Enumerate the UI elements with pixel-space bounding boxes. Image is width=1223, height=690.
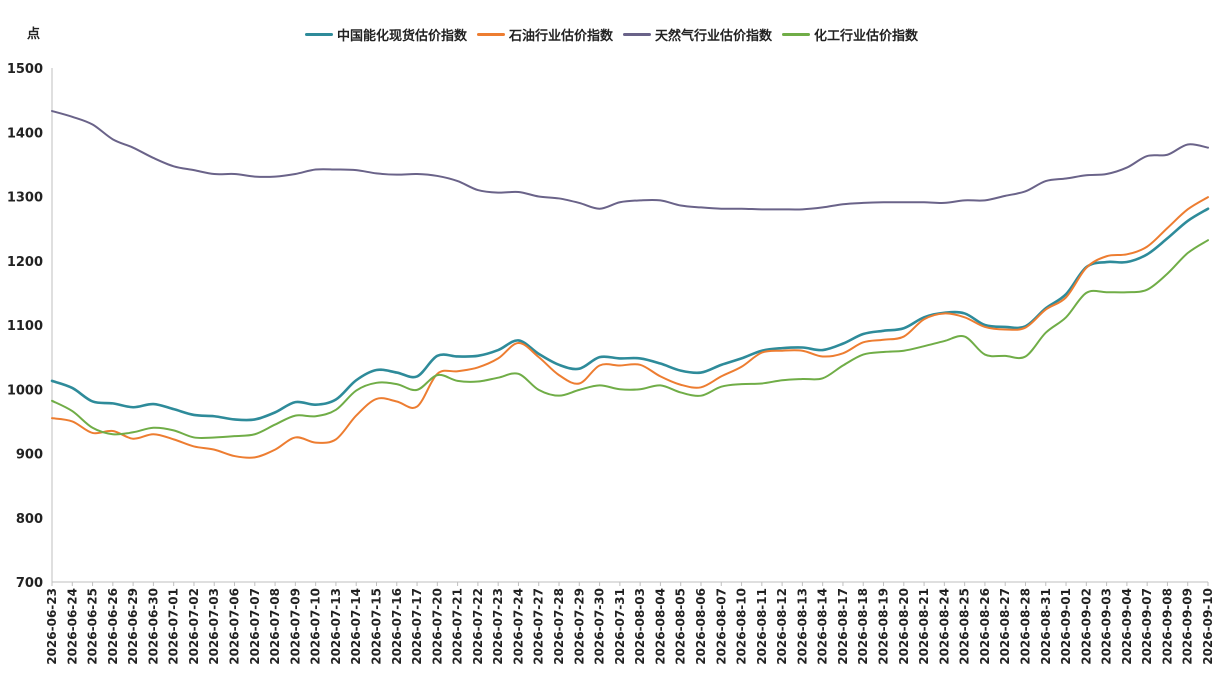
x-tick-label: 2026-06-25 [86, 588, 100, 665]
y-tick-label: 1300 [7, 191, 43, 206]
series-line-3 [51, 239, 1209, 440]
series-line-2 [51, 110, 1209, 211]
x-tick-label: 2026-06-26 [106, 588, 120, 665]
x-tick-label: 2026-07-27 [532, 588, 546, 665]
x-tick-label: 2026-08-20 [897, 588, 911, 665]
x-tick-label: 2026-07-23 [491, 588, 505, 665]
x-tick-label: 2026-08-10 [735, 588, 749, 665]
x-tick-label: 2026-08-13 [795, 588, 809, 665]
x-tick-label: 2026-09-02 [1079, 588, 1093, 665]
series-line-1 [51, 196, 1209, 459]
x-tick-label: 2026-07-20 [430, 588, 444, 665]
y-tick-label: 900 [16, 448, 43, 463]
y-tick-label: 1100 [7, 319, 43, 334]
y-tick-label: 1500 [7, 62, 43, 77]
x-tick-label: 2026-07-22 [471, 588, 485, 665]
legend-label: 中国能化现货估价指数 [336, 29, 467, 44]
x-tick-label: 2026-08-25 [958, 588, 972, 665]
x-tick-label: 2026-09-07 [1140, 588, 1154, 665]
legend-label: 化工行业估价指数 [814, 29, 919, 44]
y-tick-label: 700 [16, 576, 43, 591]
series-line-0 [50, 207, 1210, 422]
series-lines [50, 110, 1210, 459]
legend-label: 天然气行业估价指数 [655, 29, 773, 44]
x-tick-label: 2026-06-24 [65, 588, 79, 665]
x-tick-label: 2026-09-09 [1181, 588, 1195, 665]
x-tick-label: 2026-07-03 [207, 588, 221, 665]
x-tick-label: 2026-07-06 [228, 588, 242, 665]
x-tick-label: 2026-07-08 [268, 588, 282, 665]
y-tick-label: 1400 [7, 126, 43, 141]
legend-item-petroleum: 石油行业估价指数 [476, 25, 613, 44]
legend-label: 石油行业估价指数 [508, 29, 613, 44]
legend-swatch [623, 33, 651, 36]
y-tick-label: 1000 [7, 383, 43, 398]
x-tick-label: 2026-09-03 [1100, 588, 1114, 665]
x-tick-label: 2026-08-28 [1018, 588, 1032, 665]
x-tick-label: 2026-07-15 [369, 588, 383, 665]
y-tick-label: 800 [16, 512, 43, 527]
legend-swatch [476, 33, 505, 36]
x-tick-label: 2026-08-07 [714, 588, 728, 665]
x-tick-label: 2026-08-21 [917, 588, 931, 665]
x-tick-label: 2026-08-18 [856, 588, 870, 665]
x-tick-label: 2026-07-31 [613, 588, 627, 665]
legend-item-natural-gas: 天然气行业估价指数 [623, 25, 772, 44]
x-tick-label: 2026-07-21 [451, 588, 465, 665]
x-tick-label: 2026-08-27 [998, 588, 1012, 665]
x-tick-label: 2026-07-07 [248, 588, 262, 665]
x-tick-label: 2026-07-24 [511, 588, 525, 665]
x-tick-label: 2026-09-10 [1201, 588, 1215, 665]
x-tick-label: 2026-08-14 [816, 588, 830, 665]
y-tick-label: 1200 [7, 255, 43, 270]
x-tick-label: 2026-08-03 [633, 588, 647, 665]
x-tick-label: 2026-08-05 [674, 588, 688, 665]
x-tick-label: 2026-07-16 [390, 588, 404, 665]
y-axis-label: 点 [27, 27, 41, 42]
x-tick-label: 2026-06-30 [146, 588, 160, 665]
x-tick-label: 2026-07-02 [187, 588, 201, 665]
x-tick-label: 2026-07-29 [572, 588, 586, 665]
x-tick-label: 2026-08-04 [653, 588, 667, 665]
x-tick-label: 2026-06-23 [45, 588, 59, 665]
x-tick-label: 2026-07-30 [593, 588, 607, 665]
x-tick-label: 2026-09-08 [1160, 588, 1174, 665]
x-tick-label: 2026-07-17 [410, 588, 424, 665]
x-tick-label: 2026-08-31 [1039, 588, 1053, 665]
legend-item-chemical: 化工行业估价指数 [782, 25, 918, 44]
x-tick-label: 2026-08-11 [755, 588, 769, 665]
x-tick-label: 2026-07-13 [329, 588, 343, 665]
x-tick-label: 2026-08-17 [836, 588, 850, 665]
x-tick-label: 2026-08-24 [937, 588, 951, 665]
legend-swatch [782, 33, 811, 36]
x-tick-label: 2026-08-06 [694, 588, 708, 665]
x-tick-label: 2026-09-01 [1059, 588, 1073, 665]
legend-item-energy-chem: 中国能化现货估价指数 [304, 25, 467, 44]
legend-swatch [304, 33, 333, 36]
legend: 中国能化现货估价指数 石油行业估价指数 天然气行业估价指数 化工行业估价指数 [0, 25, 1223, 44]
x-tick-label: 2026-08-19 [877, 588, 891, 665]
x-tick-label: 2026-07-10 [309, 588, 323, 665]
x-tick-label: 2026-07-01 [167, 588, 181, 665]
x-tick-label: 2026-07-09 [288, 588, 302, 665]
x-tick-label: 2026-09-04 [1120, 588, 1134, 665]
x-tick-label: 2026-08-12 [775, 588, 789, 665]
x-tick-label: 2026-06-29 [126, 588, 140, 665]
x-tick-label: 2026-07-14 [349, 588, 363, 665]
x-tick-label: 2026-08-26 [978, 588, 992, 665]
x-tick-label: 2026-07-28 [552, 588, 566, 665]
axes: 700 800 900 1000 1100 1200 1300 1400 1500 2026-06… [7, 62, 1215, 665]
